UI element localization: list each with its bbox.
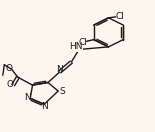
Text: O: O — [5, 64, 12, 73]
Text: N: N — [24, 93, 31, 102]
Text: Cl: Cl — [115, 12, 124, 21]
Text: O: O — [7, 80, 14, 89]
Text: Cl: Cl — [78, 38, 87, 47]
Text: N: N — [56, 65, 63, 74]
Text: N: N — [41, 102, 48, 111]
Text: S: S — [59, 87, 65, 96]
Text: HN: HN — [69, 42, 82, 51]
